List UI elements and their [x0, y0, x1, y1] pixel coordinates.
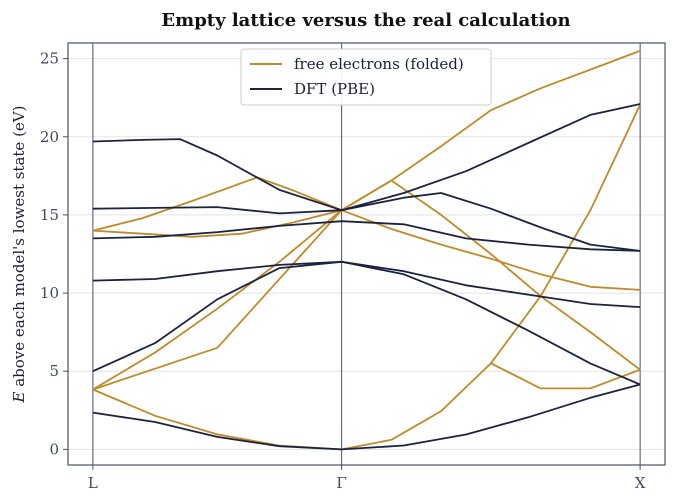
dft-band-5: [92, 103, 641, 212]
legend-label-dft: DFT (PBE): [294, 80, 375, 98]
legend: free electrons (folded) DFT (PBE): [240, 48, 492, 106]
chart-title: Empty lattice versus the real calculatio…: [161, 10, 570, 31]
legend-label-free: free electrons (folded): [294, 55, 464, 73]
y-tick-label-0: 0: [49, 440, 59, 458]
free-electron-band-2: [92, 176, 641, 291]
x-tick-label-1: Γ: [336, 474, 346, 492]
y-tick-label-20: 20: [40, 128, 59, 146]
dft-band-1: [92, 260, 641, 386]
x-tick-label-2: X: [635, 474, 646, 492]
y-tick-label-15: 15: [40, 206, 59, 224]
y-axis-label-symbol: E: [10, 391, 28, 403]
grid-lines: [68, 58, 665, 450]
legend-box: [240, 48, 492, 106]
y-axis-label-text: above each model's lowest state (eV): [10, 106, 28, 392]
y-axis-ticks: 0 5 10 15 20 25: [40, 50, 68, 458]
y-tick-label-10: 10: [40, 284, 59, 302]
high-symmetry-lines: [92, 43, 641, 465]
free-electron-band-0: [92, 104, 641, 451]
free-electron-band-5: [490, 362, 641, 390]
free-electron-band-4: [92, 209, 343, 391]
dft-band-2: [92, 260, 641, 308]
dft-band-0: [92, 383, 641, 451]
y-axis-label: E above each model's lowest state (eV): [10, 106, 28, 404]
dft-band-4: [92, 192, 641, 252]
free-electron-band-3: [92, 179, 641, 371]
x-tick-label-0: L: [88, 474, 98, 492]
y-tick-label-5: 5: [49, 362, 59, 380]
plot-frame: [67, 42, 666, 466]
dft-band-3: [92, 220, 641, 252]
series-lines: [92, 49, 641, 451]
y-tick-label-25: 25: [40, 50, 59, 68]
